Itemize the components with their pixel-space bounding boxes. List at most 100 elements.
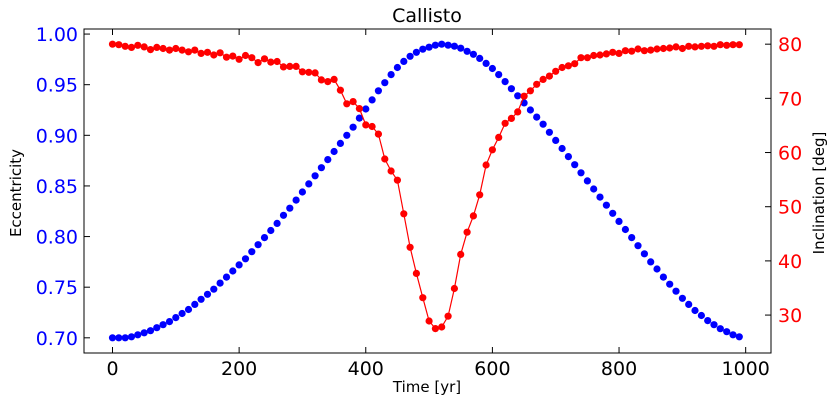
data-point xyxy=(533,113,541,121)
data-point xyxy=(552,136,560,144)
data-point xyxy=(248,54,256,62)
data-point xyxy=(127,43,136,52)
data-point xyxy=(127,333,136,341)
data-point xyxy=(273,57,281,66)
data-point xyxy=(248,248,256,256)
data-point xyxy=(533,80,541,88)
data-point xyxy=(596,51,604,59)
data-point xyxy=(710,321,718,329)
data-point xyxy=(545,128,554,136)
data-point xyxy=(115,41,123,49)
data-point xyxy=(229,52,237,60)
data-point xyxy=(184,305,193,314)
data-point xyxy=(469,50,477,58)
data-point xyxy=(172,44,180,53)
data-point xyxy=(438,323,446,331)
data-point xyxy=(134,41,142,49)
data-point xyxy=(343,100,351,108)
axes: 0 200 400 600 800 1000 0.70 0.75 0.80 0.85 0.90 0.9… xyxy=(36,24,803,380)
data-point xyxy=(165,318,174,326)
data-point xyxy=(425,43,433,51)
data-point xyxy=(355,114,363,122)
data-point xyxy=(260,55,269,63)
data-point xyxy=(469,212,477,220)
data-point xyxy=(457,250,465,258)
data-point xyxy=(330,75,338,83)
data-point xyxy=(653,265,661,273)
data-point xyxy=(716,41,724,49)
data-point xyxy=(602,201,611,209)
data-point xyxy=(286,62,294,70)
data-point xyxy=(457,44,465,52)
data-point xyxy=(704,42,712,50)
y-right-tick-label: 80 xyxy=(778,34,802,56)
data-point xyxy=(590,185,598,193)
data-point xyxy=(621,47,630,55)
data-point xyxy=(330,147,338,156)
data-point xyxy=(203,48,212,56)
data-point xyxy=(431,41,439,49)
data-point xyxy=(697,42,706,50)
data-point xyxy=(216,279,224,287)
data-point xyxy=(273,219,281,227)
data-point xyxy=(450,284,458,293)
x-axis-label: Time [yr] xyxy=(392,378,461,396)
data-point xyxy=(640,47,649,55)
data-point xyxy=(444,312,452,320)
data-point xyxy=(571,161,579,169)
data-point xyxy=(140,329,148,337)
y-left-tick-label: 0.75 xyxy=(36,277,78,299)
data-point xyxy=(621,225,630,234)
data-point xyxy=(292,62,300,70)
data-point xyxy=(374,87,382,95)
data-point xyxy=(178,309,186,318)
plot-background xyxy=(84,29,771,353)
data-point xyxy=(691,43,699,51)
data-point xyxy=(178,46,186,54)
data-point xyxy=(476,191,484,199)
data-point xyxy=(254,241,262,249)
y-right-tick-label: 60 xyxy=(778,143,802,165)
data-point xyxy=(463,47,471,55)
data-point xyxy=(615,49,623,58)
data-point xyxy=(191,46,199,54)
data-point xyxy=(108,40,117,48)
data-point xyxy=(311,69,319,77)
data-point xyxy=(241,255,250,263)
data-point xyxy=(666,44,674,52)
data-point xyxy=(400,57,408,65)
y-left-tick-label: 0.85 xyxy=(36,176,78,198)
data-point xyxy=(393,176,401,184)
data-point xyxy=(666,280,674,288)
data-point xyxy=(539,120,547,128)
x-tick-label: 400 xyxy=(348,358,384,380)
data-point xyxy=(463,228,471,236)
data-point xyxy=(507,85,515,93)
data-point xyxy=(305,180,313,188)
data-point xyxy=(146,327,155,335)
data-point xyxy=(260,234,269,242)
data-point xyxy=(450,42,458,50)
data-point xyxy=(324,156,332,164)
data-point xyxy=(324,78,332,86)
y-left-tick-label: 0.70 xyxy=(36,328,78,350)
data-point xyxy=(412,269,420,277)
data-point xyxy=(729,41,737,49)
data-point xyxy=(634,45,642,53)
plot-area xyxy=(108,40,743,342)
data-point xyxy=(381,155,389,163)
data-point xyxy=(159,321,167,329)
data-point xyxy=(387,167,395,175)
data-point xyxy=(564,62,573,70)
y-left-axis-label: Eccentricity xyxy=(7,149,25,237)
data-point xyxy=(640,250,649,258)
data-point xyxy=(298,188,306,196)
x-tick-label: 1000 xyxy=(721,358,769,380)
data-point xyxy=(558,63,566,72)
data-point xyxy=(476,54,484,63)
data-point xyxy=(609,209,617,217)
y-left-tick-label: 0.90 xyxy=(36,125,78,147)
data-point xyxy=(672,43,680,51)
data-point xyxy=(704,317,712,325)
